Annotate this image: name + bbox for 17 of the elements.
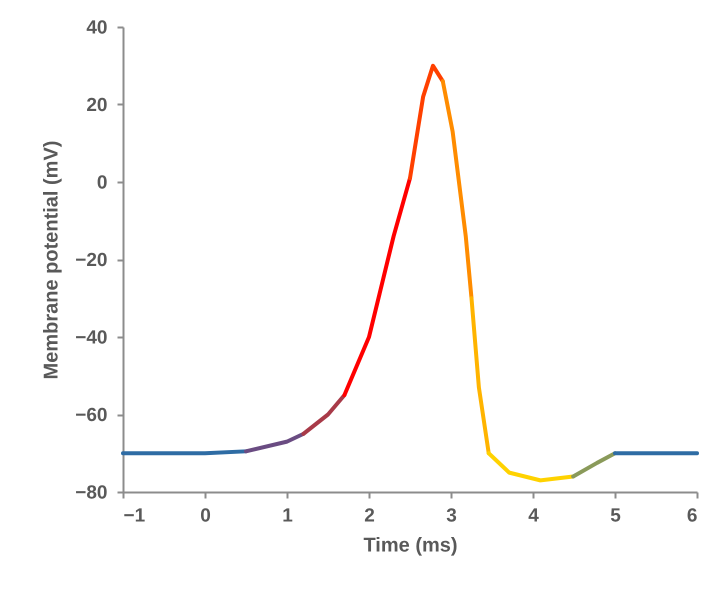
x-tick-label: 4 [528, 506, 540, 526]
x-tick-label: 2 [364, 506, 375, 526]
y-tick-label: 20 [86, 95, 108, 116]
y-axis-title: Membrane potential (mV) [40, 140, 62, 380]
y-tick-label: −80 [75, 482, 108, 504]
y-tick-label: −20 [75, 250, 108, 271]
x-tick-label: −1 [124, 506, 146, 526]
y-tick-label: 0 [96, 172, 108, 194]
y-tick-label: 40 [86, 18, 108, 38]
x-tick-label: 5 [610, 506, 622, 526]
x-axis-title: Time (ms) [363, 534, 458, 556]
y-tick-label: −40 [75, 328, 108, 348]
x-tick-label: 1 [282, 506, 294, 526]
y-tick-label: −60 [75, 405, 108, 426]
x-tick-label: 0 [200, 506, 211, 526]
x-tick-label: 6 [686, 506, 698, 526]
x-tick-label: 3 [446, 506, 457, 526]
